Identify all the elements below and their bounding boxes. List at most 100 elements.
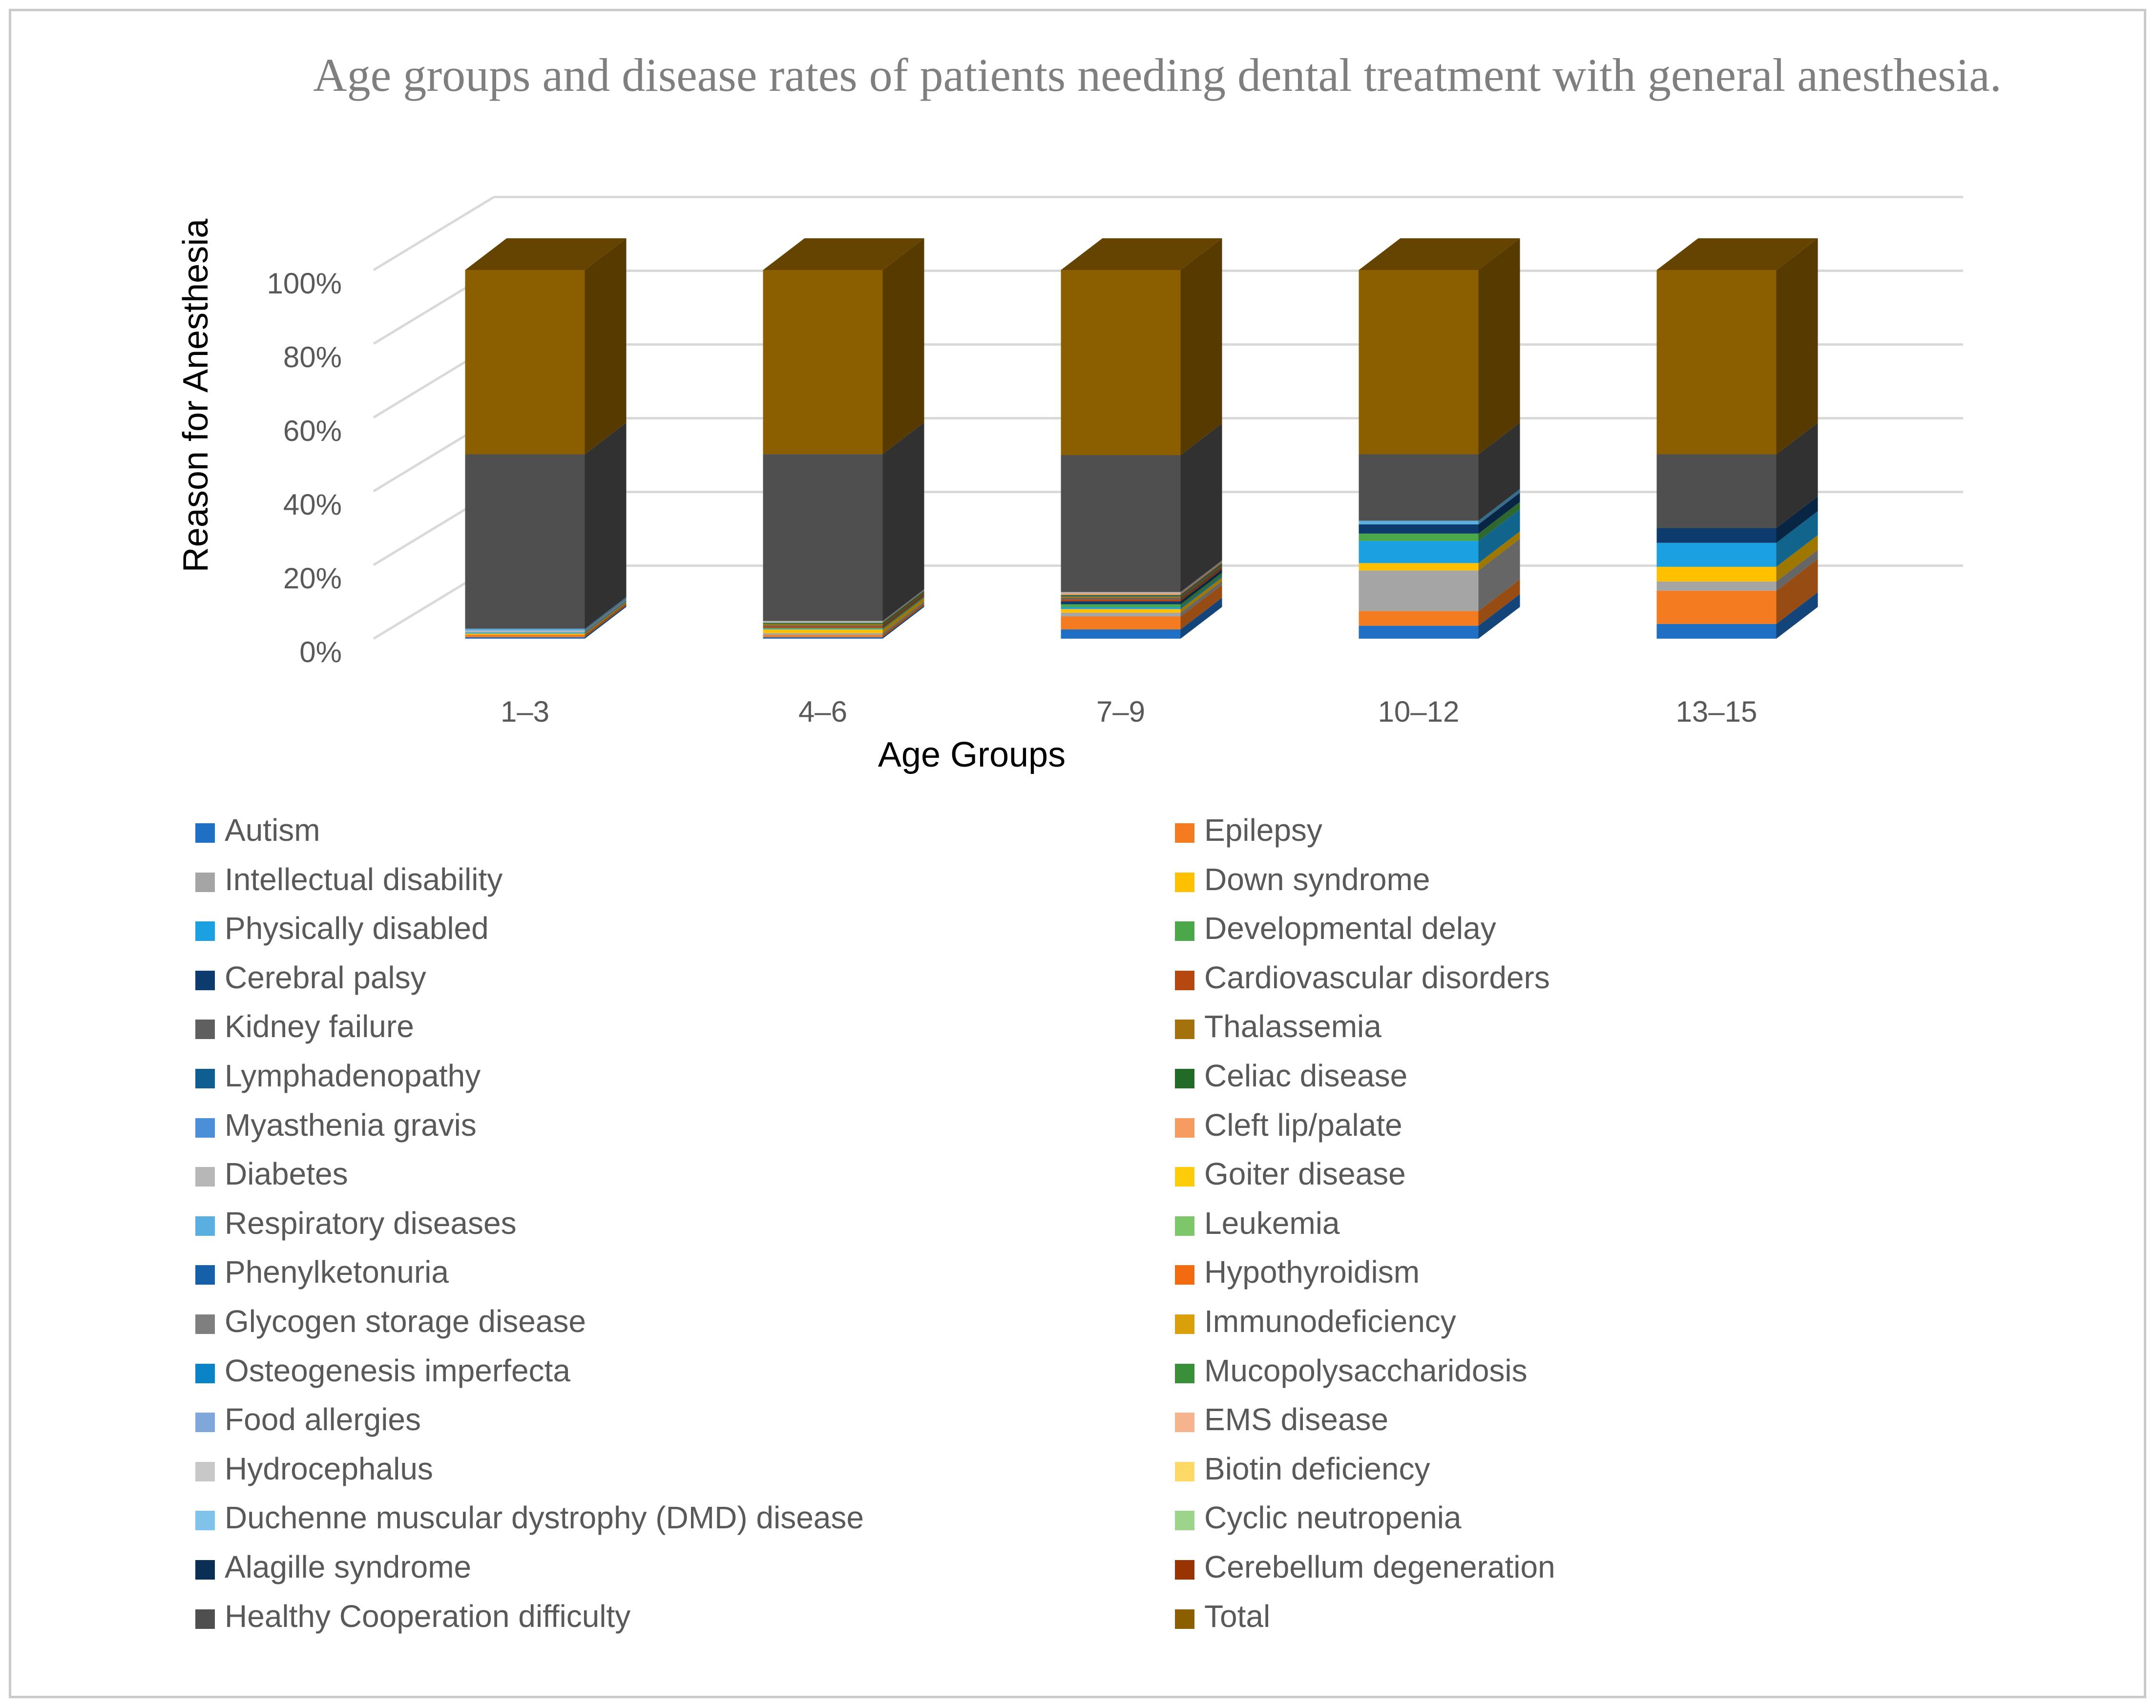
legend-label: Mucopolysaccharidosis	[1204, 1353, 1528, 1388]
bar-segment	[763, 593, 924, 627]
legend-swatch	[1175, 1609, 1194, 1629]
bar-segment	[763, 601, 924, 635]
legend-label: Biotin deficiency	[1204, 1451, 1430, 1486]
legend-item: Cyclic neutropenia	[1175, 1498, 1462, 1537]
bar-segment	[1656, 496, 1818, 543]
legend-label: Myasthenia gravis	[225, 1107, 477, 1143]
legend-label: Intellectual disability	[225, 861, 503, 897]
legend-swatch	[1175, 970, 1194, 990]
y-axis-title: Reason for Anesthesia	[176, 218, 215, 572]
legend-swatch	[1175, 1167, 1194, 1187]
legend-item: Osteogenesis imperfecta	[195, 1351, 570, 1390]
bar-segment	[1656, 422, 1818, 528]
legend-item: Healthy Cooperation difficulty	[195, 1597, 630, 1636]
legend-swatch	[195, 1216, 215, 1236]
legend-label: Down syndrome	[1204, 861, 1430, 897]
bar-segment	[1656, 549, 1818, 591]
legend-label: Phenylketonuria	[225, 1254, 449, 1290]
legend-label: Duchenne muscular dystrophy (DMD) diseas…	[225, 1500, 864, 1536]
legend-swatch	[195, 1265, 215, 1285]
legend-item: Autism	[195, 811, 320, 850]
legend-label: Respiratory diseases	[225, 1205, 517, 1241]
legend-label: Total	[1204, 1598, 1271, 1634]
legend-label: Cerebral palsy	[225, 959, 426, 995]
chart-title: Age groups and disease rates of patients…	[313, 49, 2002, 101]
bar-segment	[763, 422, 924, 621]
bar-segment	[465, 603, 627, 637]
legend-label: Hydrocephalus	[225, 1451, 433, 1486]
gridline	[373, 196, 1963, 271]
legend-label: EMS disease	[1204, 1402, 1389, 1437]
legend-swatch	[1175, 872, 1194, 892]
bar-segment	[1359, 594, 1520, 639]
bar-segment	[1061, 562, 1222, 595]
x-tick-label: 1–3	[501, 695, 549, 728]
bar-segment	[1656, 559, 1818, 624]
x-axis-title: Age Groups	[878, 735, 1066, 774]
legend-swatch	[1175, 1413, 1194, 1433]
x-tick-label: 7–9	[1096, 695, 1145, 728]
legend-item: EMS disease	[1175, 1400, 1388, 1439]
legend-item: Goiter disease	[1175, 1154, 1406, 1193]
legend-label: Epilepsy	[1204, 812, 1322, 848]
legend-label: Healthy Cooperation difficulty	[225, 1598, 631, 1634]
legend-item: Mucopolysaccharidosis	[1175, 1351, 1528, 1390]
legend-item: Thalassemia	[1175, 1007, 1382, 1046]
legend-swatch	[195, 970, 215, 990]
x-tick-label: 10–12	[1378, 695, 1460, 728]
bar-segment	[1061, 598, 1222, 639]
bar-segment	[763, 591, 924, 624]
bar-segment	[1061, 560, 1222, 594]
legend-label: Goiter disease	[1204, 1156, 1406, 1192]
x-tick-label: 4–6	[798, 695, 847, 728]
bar-segment	[1359, 492, 1520, 534]
legend-label: Immunodeficiency	[1204, 1304, 1456, 1339]
bar-segment	[1061, 572, 1222, 607]
legend-swatch	[195, 1069, 215, 1088]
y-tick-label: 20%	[283, 562, 342, 595]
bar-segment	[1061, 423, 1222, 592]
bar-segment	[465, 599, 627, 633]
y-tick-label: 40%	[283, 488, 342, 521]
bar-segment	[1359, 579, 1520, 626]
bar-segment	[763, 238, 924, 455]
legend-item: Physically disabled	[195, 909, 489, 948]
legend-item: Food allergies	[195, 1400, 421, 1439]
legend-swatch	[195, 1511, 215, 1531]
bar-segment	[465, 238, 627, 455]
bar-segment	[763, 597, 924, 630]
legend-swatch	[195, 1461, 215, 1481]
legend-label: Cardiovascular disorders	[1204, 959, 1550, 995]
legend-label: Cerebellum degeneration	[1204, 1549, 1555, 1584]
bar-segment	[1656, 511, 1818, 567]
legend-swatch	[195, 1609, 215, 1629]
legend-label: Hypothyroidism	[1204, 1254, 1420, 1290]
legend-item: Lymphadenopathy	[195, 1056, 481, 1095]
y-tick-label: 0%	[299, 636, 342, 668]
legend-label: Lymphadenopathy	[225, 1058, 481, 1093]
legend-label: Food allergies	[225, 1402, 421, 1437]
legend-swatch	[1175, 1461, 1194, 1481]
bar-segment	[1061, 569, 1222, 604]
bar-segment	[1656, 592, 1818, 639]
bar-segment	[763, 596, 924, 629]
legend-swatch	[1175, 1118, 1194, 1138]
legend-item: Total	[1175, 1597, 1270, 1636]
bar-segment	[465, 601, 627, 634]
legend-swatch	[1175, 921, 1194, 941]
legend-item: Epilepsy	[1175, 811, 1322, 850]
y-tick-label: 100%	[267, 267, 342, 300]
bar-segment	[763, 605, 924, 639]
bar-segment	[1061, 581, 1222, 617]
bar-segment	[1061, 584, 1222, 630]
bar-segment	[1061, 564, 1222, 597]
legend-label: Celiac disease	[1204, 1058, 1408, 1093]
legend-swatch	[195, 1560, 215, 1580]
bar-segment	[1656, 535, 1818, 582]
legend-label: Leukemia	[1204, 1205, 1340, 1241]
bar-segment	[465, 602, 627, 635]
legend-swatch	[1175, 1216, 1194, 1236]
bar-segment	[1061, 563, 1222, 596]
legend-item: Biotin deficiency	[1175, 1449, 1430, 1488]
legend-item: Intellectual disability	[195, 860, 502, 899]
